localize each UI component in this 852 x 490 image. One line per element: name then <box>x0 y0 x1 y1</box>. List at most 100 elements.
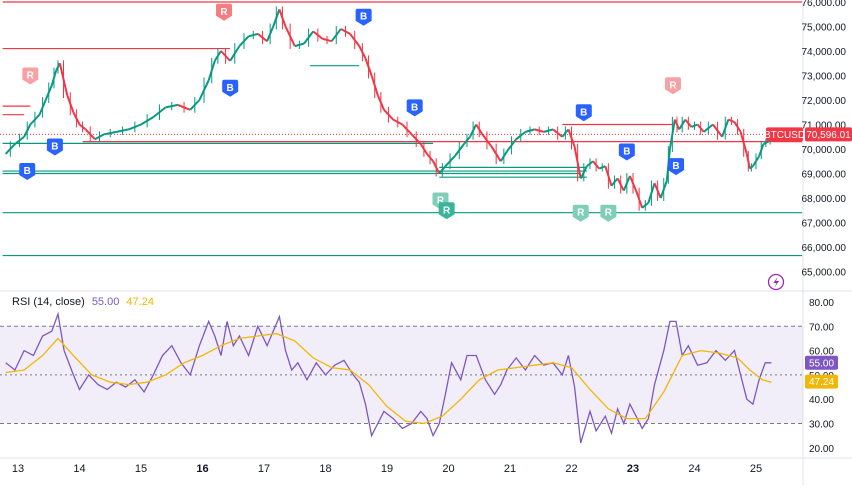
time-axis-tick: 14 <box>73 463 85 475</box>
marker-shape <box>438 202 455 220</box>
marker-shape <box>406 99 423 117</box>
rsi-axis-tick: 60.00 <box>809 347 834 358</box>
price-axis-tick: 73,000.00 <box>802 72 847 83</box>
marker-label: B <box>411 102 418 113</box>
marker-label: R <box>443 205 451 216</box>
lightning-icon-bolt[interactable] <box>773 277 780 288</box>
last-price-badge: 70,596.01 <box>805 127 852 142</box>
marker-shape <box>668 158 685 176</box>
rsi-axis-tick: 70.00 <box>809 322 834 333</box>
marker-label: B <box>580 107 587 118</box>
sell-marker: R <box>438 202 455 220</box>
sell-marker: R <box>22 67 39 85</box>
rsi-value-badge: 55.00 <box>805 355 838 370</box>
marker-shape <box>355 8 372 26</box>
time-axis-tick: 20 <box>442 463 454 475</box>
price-axis-tick: 75,000.00 <box>802 23 847 34</box>
buy-marker: B <box>222 79 239 97</box>
buy-marker: B <box>575 104 592 122</box>
price-axis-tick: 74,000.00 <box>802 47 847 58</box>
rsi-ma-value-badge: 47.24 <box>805 374 838 389</box>
marker-label: R <box>437 195 445 206</box>
price-axis-tick: 65,000.00 <box>802 268 847 279</box>
price-axis-tick: 66,000.00 <box>802 243 847 254</box>
last-price-badge-bg <box>805 127 852 142</box>
rsi-title: RSI (14, close) <box>12 296 85 308</box>
marker-shape <box>46 138 63 156</box>
marker-label: B <box>672 161 679 172</box>
price-axis-tick: 71,000.00 <box>802 121 847 132</box>
marker-label: B <box>227 83 234 94</box>
marker-shape <box>575 104 592 122</box>
price-layer <box>4 6 773 211</box>
symbol-badge-bg <box>766 127 803 142</box>
price-axis-tick: 70,000.00 <box>802 145 847 156</box>
symbol-badge: BTCUSD <box>764 127 805 142</box>
price-axis-tick: 76,000.00 <box>802 0 847 9</box>
time-axis-tick: 19 <box>381 463 393 475</box>
rsi-value-badge-bg <box>805 355 838 370</box>
time-axis-tick: 18 <box>319 463 331 475</box>
marker-label: B <box>51 142 58 153</box>
rsi-value-badge-label: 55.00 <box>809 358 834 369</box>
rsi-axis-tick: 30.00 <box>809 420 834 431</box>
marker-shape <box>572 204 589 222</box>
rsi-ma-value: 47.24 <box>126 296 154 308</box>
time-axis-tick: 25 <box>750 463 762 475</box>
sell-marker: R <box>664 77 681 95</box>
sell-marker: R <box>600 204 617 222</box>
sell-marker: R <box>572 204 589 222</box>
marker-shape <box>216 3 233 21</box>
sell-marker: R <box>216 3 233 21</box>
rsi-axis-tick: 20.00 <box>809 444 834 455</box>
rsi-ma-badge-label: 47.24 <box>809 377 834 388</box>
axis-layer: 76,000.00 75,000.00 74,000.00 73,000.00 72,0… <box>12 0 852 475</box>
marker-shape <box>19 163 36 181</box>
time-axis-tick: 16 <box>196 463 208 475</box>
symbol-label: BTCUSD <box>764 130 805 141</box>
marker-label: R <box>605 208 613 219</box>
rsi-line <box>5 311 772 444</box>
time-axis-tick: 17 <box>258 463 270 475</box>
marker-shape <box>22 67 39 85</box>
rsi-ma-badge-bg <box>805 374 838 389</box>
buy-marker: B <box>46 138 63 156</box>
time-axis-tick: 23 <box>627 463 639 475</box>
marker-label: R <box>220 7 228 18</box>
rsi-axis-tick: 80.00 <box>809 298 834 309</box>
buy-marker: B <box>19 163 36 181</box>
time-axis-tick: 22 <box>565 463 577 475</box>
buy-marker: B <box>668 158 685 176</box>
marker-shape <box>222 79 239 97</box>
marker-label: R <box>27 71 35 82</box>
time-axis-tick: 13 <box>12 463 24 475</box>
marker-label: B <box>360 12 367 23</box>
time-axis-tick: 21 <box>504 463 516 475</box>
rsi-ma-line <box>5 332 772 425</box>
marker-shape <box>600 204 617 222</box>
buy-marker: B <box>406 99 423 117</box>
marker-label: B <box>623 146 630 157</box>
marker-shape <box>618 143 635 161</box>
lightning-icon-ring[interactable] <box>767 273 785 291</box>
lightning-icon[interactable] <box>767 273 785 291</box>
price-axis-tick: 67,000.00 <box>802 219 847 230</box>
buy-marker: B <box>618 143 635 161</box>
price-axis-tick: 68,000.00 <box>802 194 847 205</box>
rsi-current-value: 55.00 <box>91 296 120 308</box>
buy-marker: B <box>355 8 372 26</box>
price-axis-tick: 72,000.00 <box>802 96 847 107</box>
rsi-axis-tick: 40.00 <box>809 395 834 406</box>
price-axis-tick: 69,000.00 <box>802 170 847 181</box>
marker-label: R <box>577 208 585 219</box>
levels-layer <box>0 1 803 257</box>
marker-label: B <box>24 166 31 177</box>
marker-shape <box>664 77 681 95</box>
marker-label: R <box>669 80 677 91</box>
rsi-layer <box>0 311 803 444</box>
time-axis-tick: 15 <box>135 463 147 475</box>
